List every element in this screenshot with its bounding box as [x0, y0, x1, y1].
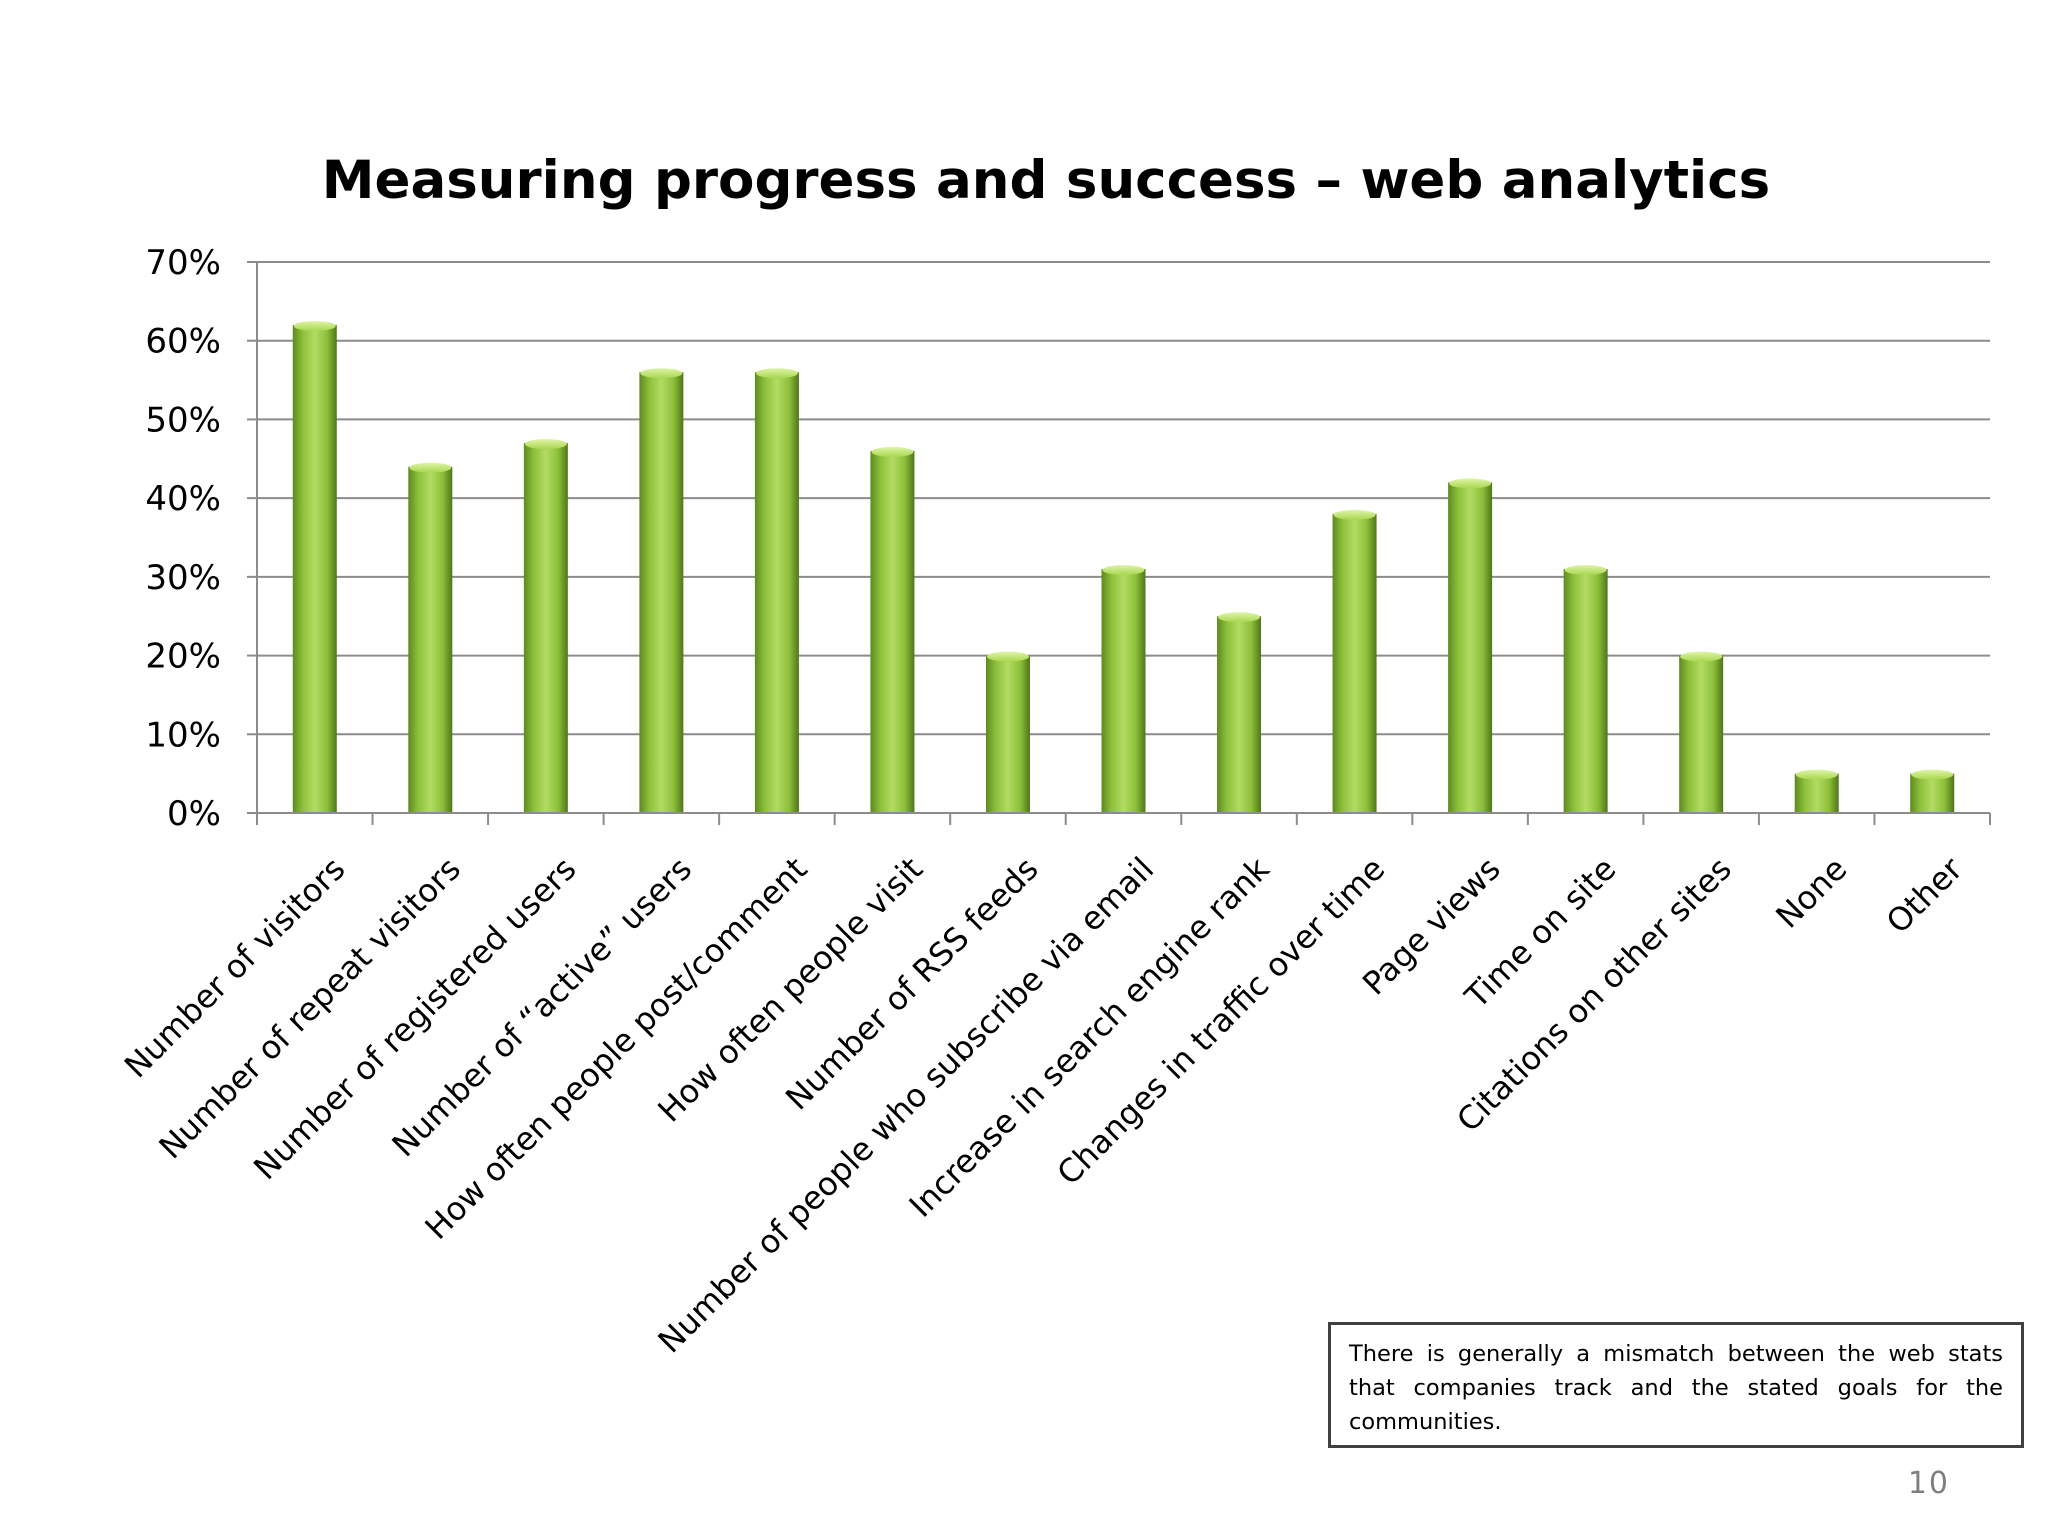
bar: [1101, 564, 1146, 813]
bar-body: [523, 443, 568, 813]
bar-cap: [871, 446, 914, 457]
bar-cap: [1911, 769, 1954, 780]
bar-cap: [1795, 769, 1838, 780]
bar-body: [1910, 773, 1955, 813]
bar: [639, 368, 684, 813]
bar: [523, 439, 568, 813]
y-tick-label: 70%: [145, 243, 221, 283]
chart-title: Measuring progress and success – web ana…: [322, 150, 1770, 211]
bar-cap: [986, 651, 1029, 662]
bar-body: [1101, 568, 1146, 813]
bar: [1910, 769, 1955, 813]
bar-cap: [293, 320, 336, 331]
bar-body: [1563, 568, 1608, 813]
bar-cap: [1218, 612, 1261, 623]
bar: [1563, 564, 1608, 813]
bar-cap: [1333, 509, 1376, 520]
bar-body: [639, 372, 684, 813]
bar: [292, 320, 337, 813]
y-tick-label: 40%: [145, 479, 221, 519]
bar-cap: [1564, 564, 1607, 575]
bar: [985, 651, 1030, 813]
page-number: 10: [1907, 1466, 1950, 1501]
y-tick-label: 0%: [167, 794, 221, 834]
bar-body: [292, 324, 337, 813]
x-category-label: Number of visitors: [117, 850, 353, 1086]
bar-cap: [755, 368, 798, 379]
y-tick-label: 20%: [145, 637, 221, 677]
bar-body: [1332, 513, 1377, 813]
x-category-label: Other: [1879, 849, 1971, 941]
bar: [870, 446, 915, 813]
bar: [754, 368, 799, 813]
bar-cap: [1449, 478, 1492, 489]
bar-body: [754, 372, 799, 813]
bar-body: [1217, 616, 1262, 813]
note-text: There is generally a mismatch between th…: [1349, 1341, 2003, 1435]
bar: [408, 462, 453, 813]
bar-cap: [1102, 564, 1145, 575]
x-category-label: None: [1768, 850, 1854, 936]
bar-body: [1679, 655, 1724, 813]
bar-body: [985, 655, 1030, 813]
y-tick-label: 60%: [145, 322, 221, 362]
bar: [1332, 509, 1377, 813]
y-tick-label: 10%: [145, 715, 221, 755]
bar-cap: [1680, 651, 1723, 662]
note-box: There is generally a mismatch between th…: [1328, 1322, 2024, 1448]
bar: [1217, 612, 1262, 813]
bar-body: [1794, 773, 1839, 813]
bar-cap: [409, 462, 452, 473]
bar-cap: [640, 368, 683, 379]
bar: [1794, 769, 1839, 813]
bar-body: [1448, 482, 1493, 813]
bar-cap: [524, 439, 567, 450]
bar-body: [408, 466, 453, 813]
bar: [1679, 651, 1724, 813]
y-tick-label: 50%: [145, 400, 221, 440]
bar-body: [870, 450, 915, 813]
y-tick-label: 30%: [145, 558, 221, 598]
bar: [1448, 478, 1493, 813]
